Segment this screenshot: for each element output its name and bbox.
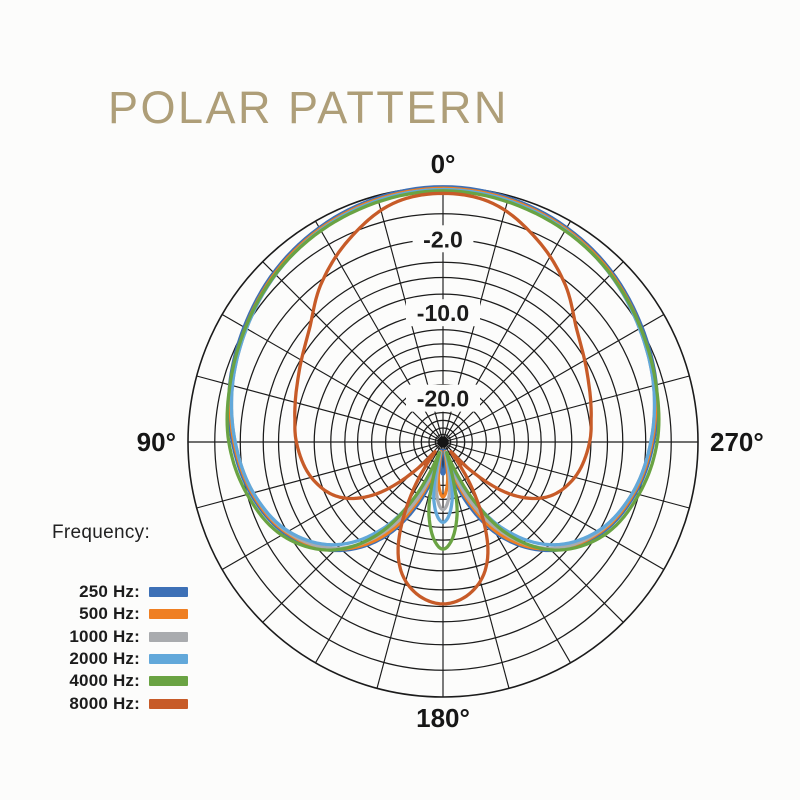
legend-item-label: 1000 Hz: (69, 626, 140, 646)
radial-label-backing (406, 384, 480, 412)
grid-spoke (196, 375, 444, 443)
legend-item: 250 Hz: (52, 581, 272, 603)
legend-item-label: 2000 Hz: (69, 649, 140, 669)
legend-color-swatch (149, 587, 188, 598)
legend-item-label: 8000 Hz: (69, 693, 140, 713)
grid-spoke (196, 441, 444, 509)
legend-item-label: 500 Hz: (79, 604, 140, 624)
grid-spoke (442, 314, 665, 443)
grid-spoke (442, 441, 665, 570)
grid-spoke (262, 261, 444, 443)
center-dot (437, 436, 449, 448)
radial-tick-label: -2.0 (423, 226, 463, 252)
legend-item: 500 Hz: (52, 603, 272, 625)
grid-spoke (442, 261, 624, 443)
legend-item-label: 250 Hz: (79, 582, 140, 602)
series-curve (225, 189, 661, 552)
series-curve (229, 187, 657, 547)
legend-item-label: 4000 Hz: (69, 671, 140, 691)
radial-tick-label: -20.0 (417, 386, 469, 412)
legend-heading: Frequency: (52, 522, 151, 543)
series-curve (293, 191, 593, 606)
grid-spoke (442, 441, 571, 664)
grid-spoke (221, 441, 444, 570)
legend-color-swatch (149, 631, 188, 642)
grid-spoke (221, 314, 444, 443)
legend-item: 8000 Hz: (52, 692, 272, 714)
grid-spoke (315, 441, 444, 664)
radial-tick-label: -10.0 (417, 300, 469, 326)
legend-color-swatch (149, 654, 188, 665)
angle-label: 90° (137, 427, 176, 457)
legend-items: 250 Hz: 500 Hz: 1000 Hz: 2000 Hz: 4000 Hz: 80… (52, 581, 272, 715)
angle-label: 270° (710, 427, 764, 457)
legend-item: 1000 Hz: (52, 626, 272, 648)
legend-item: 4000 Hz: (52, 670, 272, 692)
legend-color-swatch (149, 698, 188, 709)
legend-item: 2000 Hz: (52, 648, 272, 670)
legend-color-swatch (149, 676, 188, 687)
radial-label-backing (412, 225, 474, 253)
grid-spoke (442, 375, 690, 443)
legend-color-swatch (149, 609, 188, 620)
angle-label: 0° (431, 149, 456, 179)
page-title: POLAR PATTERN (108, 82, 509, 134)
radial-label-backing (406, 299, 480, 327)
grid-spoke (442, 441, 690, 509)
angle-label: 180° (416, 703, 470, 733)
frequency-legend: Frequency: 250 Hz: 500 Hz: 1000 Hz: 2000 Hz… (52, 522, 272, 715)
